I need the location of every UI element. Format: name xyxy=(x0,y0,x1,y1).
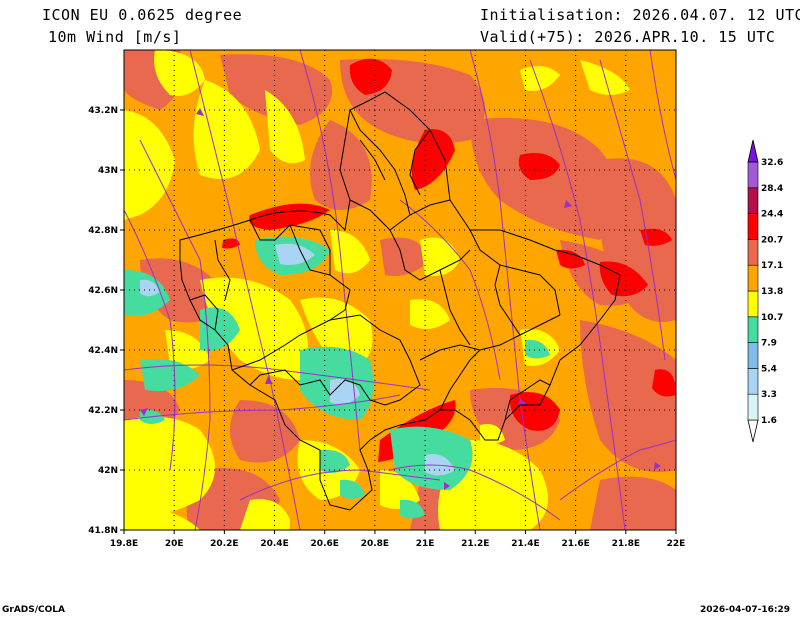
colorbar-label: 28.4 xyxy=(761,184,783,194)
lon-tick-label: 20.6E xyxy=(311,539,339,549)
lon-tick-label: 20E xyxy=(165,539,184,549)
colorbar-label: 5.4 xyxy=(761,364,777,374)
colorbar-segment xyxy=(747,290,759,318)
lat-lon-grid xyxy=(124,50,676,530)
colorbar-label: 20.7 xyxy=(761,235,783,245)
lon-tick-label: 19.8E xyxy=(110,539,138,549)
colorbar-low-end xyxy=(747,419,759,443)
colorbar-high-end xyxy=(747,139,759,163)
colorbar-label: 1.6 xyxy=(761,416,777,426)
colorbar-segment xyxy=(747,368,759,395)
init-time: Initialisation: 2026.04.07. 12 UTC xyxy=(480,6,800,24)
lon-tick-label: 22E xyxy=(667,539,686,549)
lat-tick-label: 42.8N xyxy=(88,226,118,236)
footer-credit: GrADS/COLA xyxy=(2,605,65,615)
streamline-arrows xyxy=(140,108,661,490)
lon-tick-label: 21E xyxy=(416,539,435,549)
colorbar-label: 13.8 xyxy=(761,287,783,297)
lon-tick-label: 21.8E xyxy=(612,539,640,549)
colorbar-segment xyxy=(747,264,759,292)
lon-tick-label: 20.8E xyxy=(361,539,389,549)
colorbar-segment xyxy=(747,213,759,240)
lat-tick-label: 42.2N xyxy=(88,406,118,416)
valid-time: Valid(+75): 2026.APR.10. 15 UTC xyxy=(480,28,776,46)
field-title: 10m Wind [m/s] xyxy=(48,28,182,46)
colorbar-label: 3.3 xyxy=(761,390,777,400)
colorbar-segment xyxy=(747,239,759,266)
colorbar-segment xyxy=(747,342,759,369)
colorbar-label: 7.9 xyxy=(761,339,777,349)
lat-tick-label: 43.2N xyxy=(88,106,118,116)
lon-tick-label: 21.4E xyxy=(511,539,539,549)
lon-tick-label: 20.2E xyxy=(210,539,238,549)
colorbar: 1.6 3.3 5.4 7.9 10.7 13.8 17.1 20.7 24.4 28.4 32.6 xyxy=(747,139,783,443)
lon-tick-label: 21.6E xyxy=(561,539,589,549)
lon-tick-label: 21.2E xyxy=(461,539,489,549)
colorbar-segment xyxy=(747,187,759,214)
lon-tick-label: 20.4E xyxy=(260,539,288,549)
admin-borders xyxy=(179,91,621,511)
colorbar-label: 32.6 xyxy=(761,158,783,168)
lat-tick-label: 41.8N xyxy=(88,526,118,536)
colorbar-segment xyxy=(747,161,759,189)
lat-tick-label: 43N xyxy=(98,166,118,176)
streamlines xyxy=(124,50,676,530)
lat-tick-label: 42N xyxy=(98,466,118,476)
colorbar-segment xyxy=(747,316,759,343)
model-title: ICON EU 0.0625 degree xyxy=(42,6,243,24)
lat-tick-label: 42.4N xyxy=(88,346,118,356)
colorbar-segment xyxy=(747,393,759,421)
colorbar-label: 10.7 xyxy=(761,313,783,323)
lat-tick-label: 42.6N xyxy=(88,286,118,296)
lat-axis: 41.8N 42N 42.2N 42.4N 42.6N 42.8N 43N 43.2N xyxy=(88,106,124,536)
colorbar-label: 17.1 xyxy=(761,261,783,271)
colorbar-label: 24.4 xyxy=(761,210,783,220)
footer-timestamp: 2026-04-07-16:29 xyxy=(700,605,790,615)
lon-axis: 19.8E 20E 20.2E 20.4E 20.6E 20.8E 21E 21.2E 21.4… xyxy=(110,530,686,549)
